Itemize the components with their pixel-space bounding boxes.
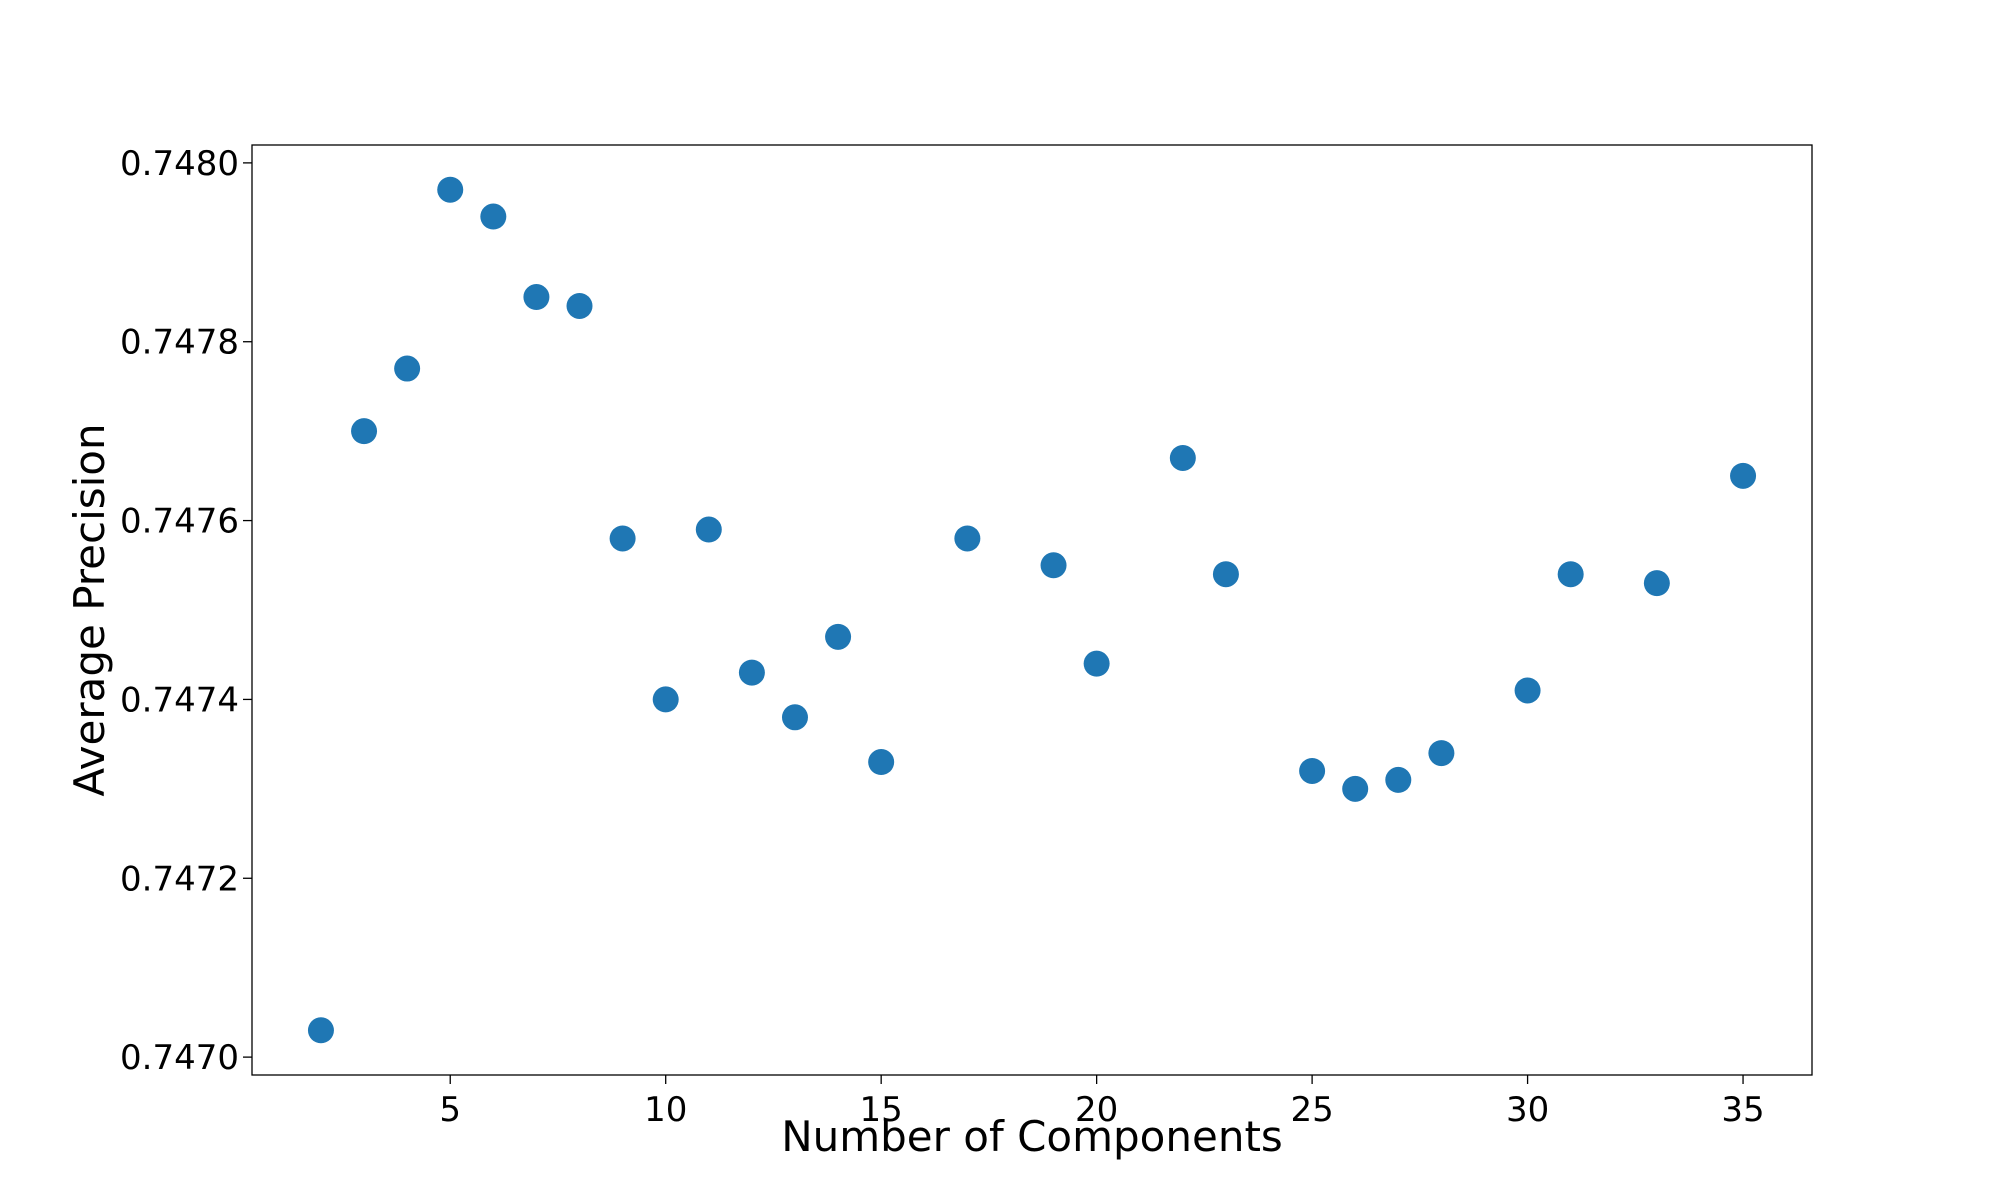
data-point <box>1169 444 1196 471</box>
data-point <box>868 749 895 776</box>
x-tick-label: 20 <box>1075 1090 1118 1130</box>
data-point <box>1557 561 1584 588</box>
data-point <box>566 292 593 319</box>
data-point <box>1299 757 1326 784</box>
data-point <box>1643 570 1670 597</box>
y-tick-label: 0.7480 <box>120 144 239 184</box>
data-point <box>1428 740 1455 767</box>
y-tick-label: 0.7472 <box>120 859 239 899</box>
x-tick-label: 35 <box>1721 1090 1764 1130</box>
x-tick-label: 15 <box>860 1090 903 1130</box>
data-point <box>738 659 765 686</box>
y-tick-label: 0.7474 <box>120 680 239 720</box>
data-points <box>307 176 1757 1044</box>
data-point <box>351 418 378 445</box>
data-point <box>1514 677 1541 704</box>
plot-area-frame <box>251 144 1813 1076</box>
x-tick-label: 5 <box>439 1090 461 1130</box>
data-point <box>652 686 679 713</box>
data-point <box>609 525 636 552</box>
data-point <box>437 176 464 203</box>
y-tick-label: 0.7476 <box>120 502 239 542</box>
x-tick-label: 30 <box>1506 1090 1549 1130</box>
data-point <box>1212 561 1239 588</box>
data-point <box>394 355 421 382</box>
data-point <box>1083 650 1110 677</box>
data-point <box>480 203 507 230</box>
data-point <box>825 623 852 650</box>
x-tick-label: 10 <box>644 1090 687 1130</box>
data-point <box>523 284 550 311</box>
data-point <box>307 1017 334 1044</box>
y-axis-ticks: 0.7470 0.7472 0.7474 0.7476 0.7478 0.7480 <box>120 144 252 1078</box>
data-point <box>1385 766 1412 793</box>
data-point <box>954 525 981 552</box>
y-axis-label: Average Precision <box>65 423 114 796</box>
y-tick-label: 0.7470 <box>120 1038 239 1078</box>
data-point <box>1730 462 1757 489</box>
data-point <box>695 516 722 543</box>
y-tick-label: 0.7478 <box>120 323 239 363</box>
x-tick-label: 25 <box>1290 1090 1333 1130</box>
data-point <box>1342 775 1369 802</box>
data-point <box>781 704 808 731</box>
x-axis-ticks: 5 10 15 20 25 30 35 <box>439 1075 1765 1130</box>
data-point <box>1040 552 1067 579</box>
x-axis-label: Number of Components <box>781 1112 1283 1161</box>
